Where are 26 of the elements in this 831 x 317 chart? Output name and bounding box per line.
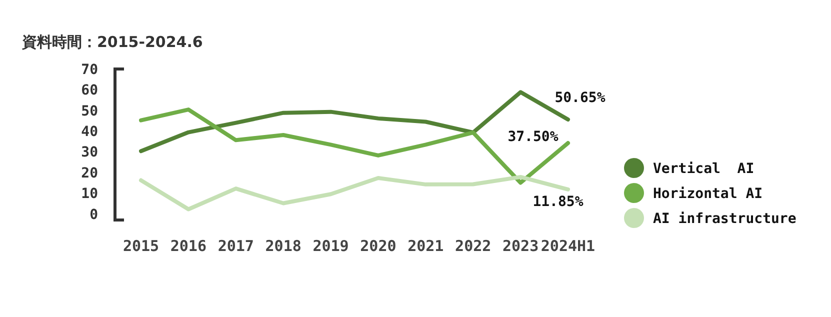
y-tick-label: 70 — [81, 62, 98, 78]
x-tick-label: 2020 — [360, 237, 396, 255]
y-tick-label: 0 — [90, 206, 98, 223]
y-tick-label: 30 — [81, 144, 98, 161]
line-series — [139, 108, 570, 185]
y-tick-label: 10 — [81, 186, 98, 202]
chart-title: 資料時間：2015-2024.6 — [21, 33, 203, 51]
y-tick-label: 20 — [81, 165, 98, 182]
y-tick-label: 60 — [81, 82, 98, 99]
legend-label: Vertical AI — [653, 161, 754, 177]
x-tick-label: 2015 — [122, 237, 160, 255]
x-tick-label: 2021 — [408, 237, 444, 255]
annotation: 37.50% — [508, 129, 559, 145]
x-tick-label: 2018 — [265, 237, 302, 255]
legend-label: Horizontal AI — [653, 186, 763, 202]
x-tick-label: 2022 — [455, 237, 492, 255]
annotation: 11.85% — [532, 194, 584, 210]
x-tick-label: 2024H1 — [540, 237, 596, 255]
x-tick-label: 2016 — [170, 237, 207, 255]
x-tick-label: 2023 — [502, 237, 539, 255]
x-tick-label: 2019 — [312, 237, 349, 255]
y-tick-label: 50 — [81, 103, 98, 120]
annotation: 50.65% — [554, 90, 606, 106]
x-tick-label: 2017 — [218, 237, 254, 255]
legend-label: AI infrastructure — [653, 211, 796, 227]
y-tick-label: 40 — [81, 124, 98, 140]
